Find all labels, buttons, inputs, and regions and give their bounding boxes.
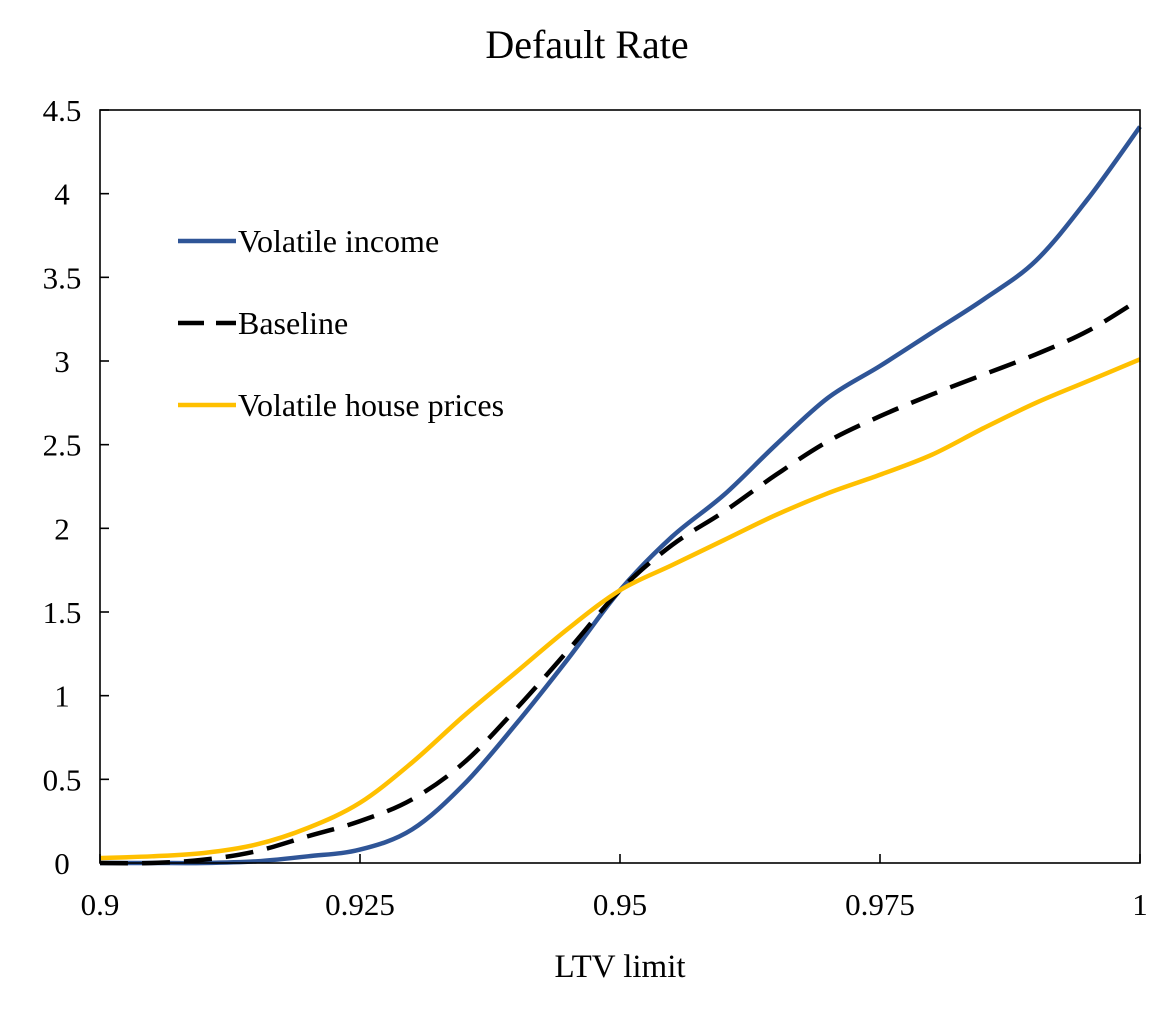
y-tick-label: 2.5 [43,428,82,463]
legend-label-baseline: Baseline [238,305,348,341]
legend-label-volatile-income: Volatile income [238,223,439,259]
x-tick-label: 0.9 [81,887,120,922]
chart-title: Default Rate [485,22,688,67]
y-tick-label: 2 [54,511,70,546]
y-tick-label: 3 [54,344,70,379]
series-line-baseline [99,297,1142,866]
y-tick-label: 1 [54,679,70,714]
series-layer [99,125,1142,866]
legend: Volatile income Baseline Volatile house pr… [178,223,504,423]
tick-layer: 0.9 0.925 0.95 0.975 1 0 0.5 1 1.5 2 2.5 3 3.5 4 4.5 [43,93,1148,922]
legend-label-volatile-house-prices: Volatile house prices [238,387,504,423]
x-tick-label: 1 [1132,887,1148,922]
y-tick-label: 4 [54,177,70,212]
x-tick-label: 0.95 [593,887,647,922]
y-tick-label: 0.5 [43,762,82,797]
y-tick-label: 0 [54,846,70,881]
series-line-volatile-house-prices [99,357,1141,861]
y-tick-label: 4.5 [43,93,82,128]
x-tick-label: 0.925 [325,887,395,922]
x-tick-label: 0.975 [845,887,915,922]
x-axis-label: LTV limit [554,949,685,985]
y-tick-label: 3.5 [43,260,82,295]
y-tick-label: 1.5 [43,595,82,630]
